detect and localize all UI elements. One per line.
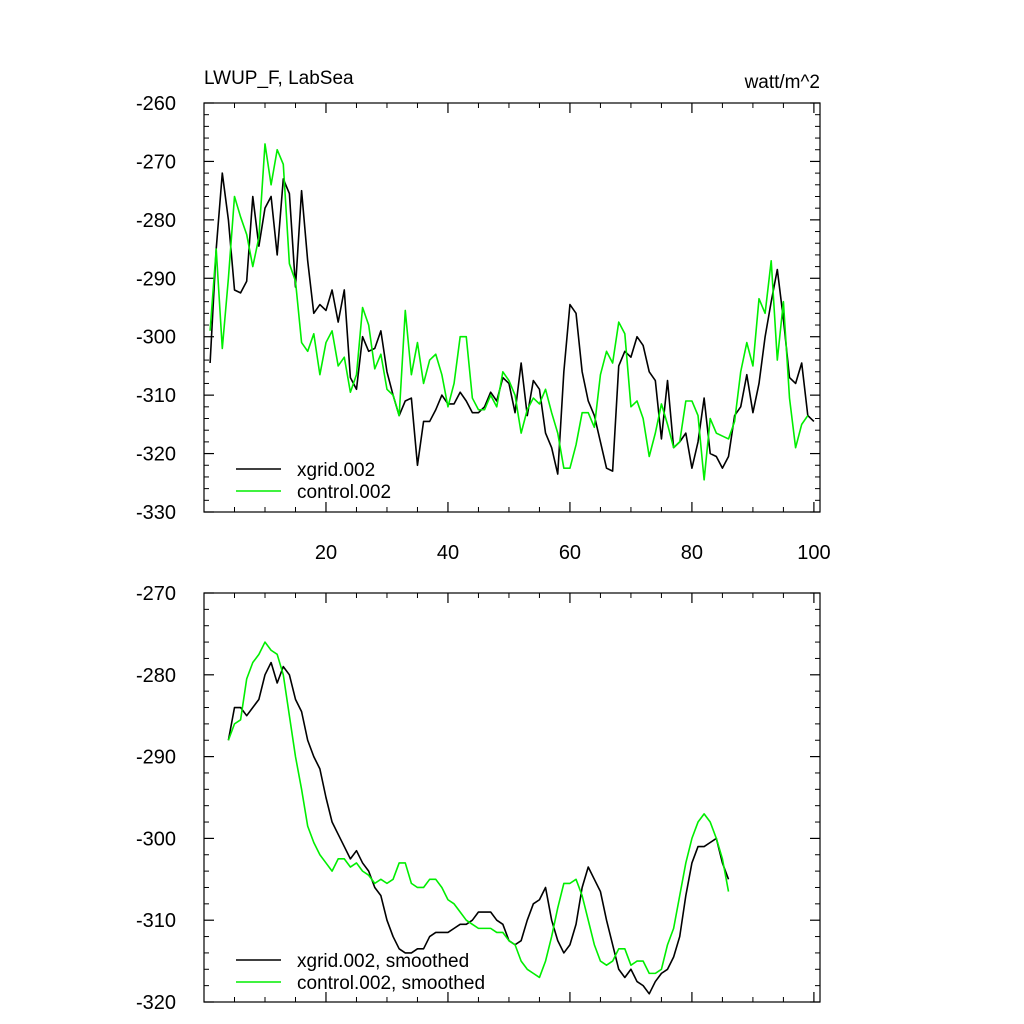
bottom-chart-panel: -320 -310 -300 -290 -280 -270 xgrid.002, smoot… (136, 583, 821, 1014)
series-line-xgrid (227, 661, 730, 995)
legend-label: control.002 (297, 482, 391, 503)
top-chart-panel: -330 -320 -310 -300 -290 -280 -270 -260 20 40 60 80… (136, 68, 831, 564)
x-tick-label: 80 (681, 542, 703, 564)
y-tick-label: -280 (136, 665, 176, 687)
y-tick-label: -320 (136, 444, 176, 466)
series-line-xgrid (209, 172, 815, 475)
y-tick-label: -310 (136, 910, 176, 932)
legend-label: xgrid.002 (297, 460, 375, 481)
x-tick-label: 40 (437, 542, 459, 564)
y-tick-label: -300 (136, 828, 176, 850)
y-tick-label: -290 (136, 268, 176, 290)
plot-frame (203, 592, 821, 1003)
y-tick-label: -300 (136, 327, 176, 349)
x-tick-label: 100 (797, 542, 830, 564)
plot-frame (203, 102, 821, 513)
series-line-control (209, 143, 809, 481)
y-tick-label: -280 (136, 210, 176, 232)
y-tick-label: -290 (136, 747, 176, 769)
x-tick-label: 60 (559, 542, 581, 564)
series-line-control (227, 641, 730, 979)
units-label: watt/m^2 (744, 72, 820, 93)
y-tick-label: -270 (136, 151, 176, 173)
y-tick-label: -320 (136, 992, 176, 1014)
y-tick-label: -310 (136, 385, 176, 407)
x-tick-label: 20 (315, 542, 337, 564)
legend-label: xgrid.002, smoothed (297, 951, 469, 972)
legend-label: control.002, smoothed (297, 973, 485, 994)
y-tick-label: -330 (136, 502, 176, 524)
y-tick-label: -270 (136, 583, 176, 605)
y-tick-label: -260 (136, 93, 176, 115)
chart-title: LWUP_F, LabSea (204, 68, 354, 89)
